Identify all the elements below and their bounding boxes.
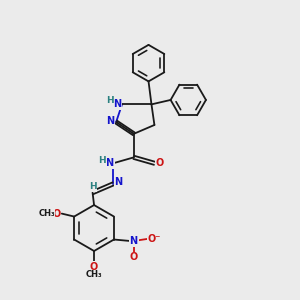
Text: N: N	[114, 177, 123, 188]
Text: N: N	[106, 116, 114, 126]
Text: O⁻: O⁻	[147, 234, 161, 244]
Text: N: N	[130, 236, 138, 246]
Text: N: N	[113, 99, 122, 110]
Text: O: O	[90, 262, 98, 272]
Text: O: O	[156, 158, 164, 168]
Text: H: H	[106, 96, 113, 105]
Text: O: O	[52, 208, 61, 219]
Text: H: H	[89, 182, 96, 191]
Text: CH₃: CH₃	[86, 270, 102, 279]
Text: N: N	[106, 158, 114, 168]
Text: O: O	[130, 253, 138, 262]
Text: CH₃: CH₃	[38, 209, 55, 218]
Text: H: H	[98, 156, 106, 165]
